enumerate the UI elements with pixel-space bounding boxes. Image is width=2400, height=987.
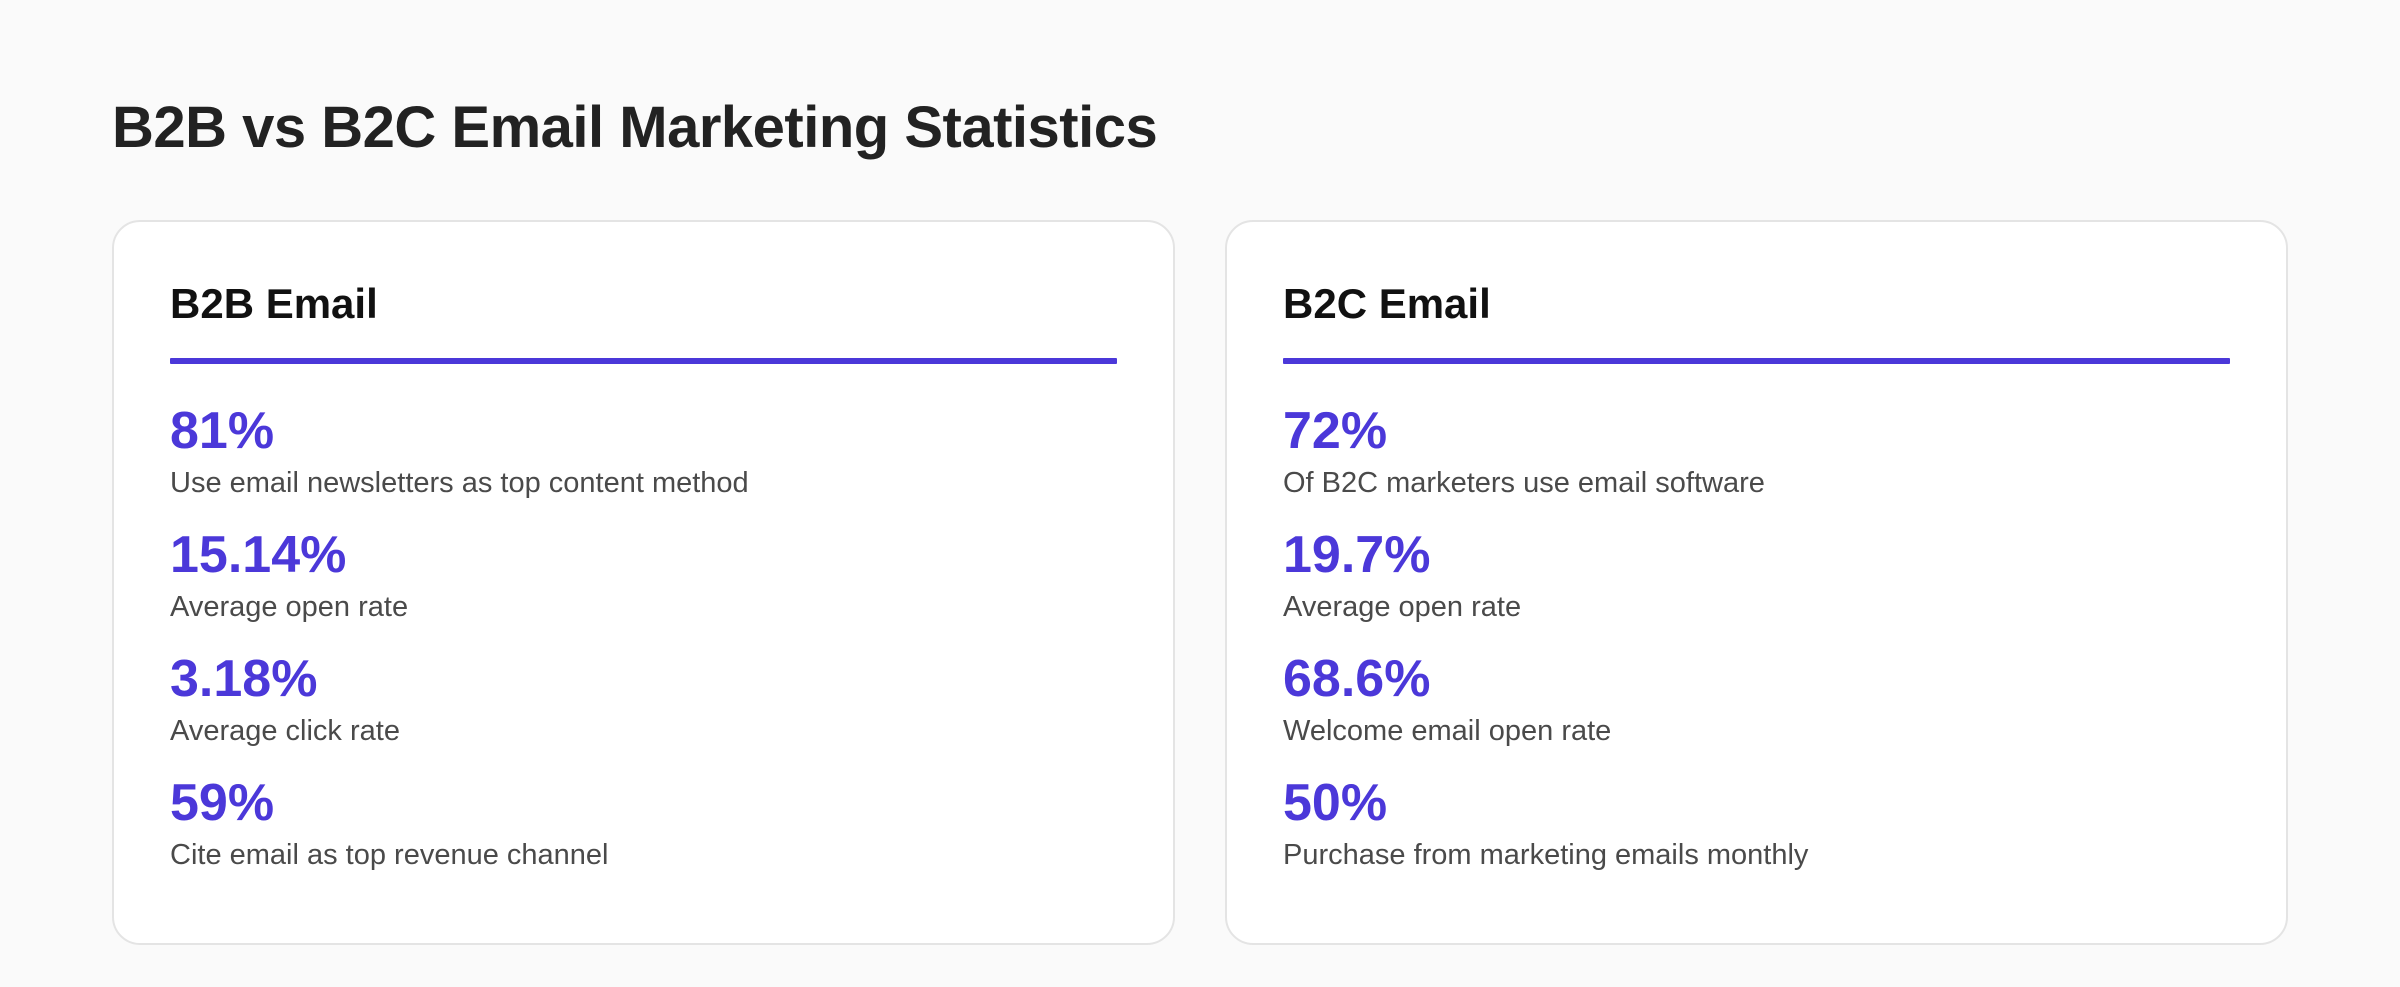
stat-value: 15.14% bbox=[170, 526, 347, 584]
stat-item: 81% Use email newsletters as top content… bbox=[170, 402, 1117, 526]
stat-value: 72% bbox=[1283, 402, 1388, 460]
b2c-email-card: B2C Email 72% Of B2C marketers use email… bbox=[1225, 220, 2288, 945]
stat-label: Purchase from marketing emails monthly bbox=[1283, 839, 1809, 871]
stat-list: 72% Of B2C marketers use email software … bbox=[1283, 402, 2230, 898]
stat-item: 19.7% Average open rate bbox=[1283, 526, 2230, 650]
stat-label: Of B2C marketers use email software bbox=[1283, 467, 1765, 499]
stat-item: 3.18% Average click rate bbox=[170, 650, 1117, 774]
stat-value: 68.6% bbox=[1283, 650, 1431, 708]
stat-value: 19.7% bbox=[1283, 526, 1431, 584]
card-divider bbox=[170, 358, 1117, 364]
stat-value: 81% bbox=[170, 402, 275, 460]
stats-card-grid: B2B Email 81% Use email newsletters as t… bbox=[112, 220, 2288, 945]
stat-value: 59% bbox=[170, 774, 275, 832]
b2b-email-card: B2B Email 81% Use email newsletters as t… bbox=[112, 220, 1175, 945]
card-divider bbox=[1283, 358, 2230, 364]
stat-item: 72% Of B2C marketers use email software bbox=[1283, 402, 2230, 526]
stat-item: 15.14% Average open rate bbox=[170, 526, 1117, 650]
stat-value: 50% bbox=[1283, 774, 1388, 832]
stat-label: Average open rate bbox=[170, 591, 409, 623]
stat-item: 59% Cite email as top revenue channel bbox=[170, 774, 1117, 898]
stat-label: Use email newsletters as top content met… bbox=[170, 467, 749, 499]
stat-item: 50% Purchase from marketing emails month… bbox=[1283, 774, 2230, 898]
card-title: B2C Email bbox=[1283, 280, 1491, 327]
stat-label: Cite email as top revenue channel bbox=[170, 839, 609, 871]
stat-list: 81% Use email newsletters as top content… bbox=[170, 402, 1117, 898]
stat-label: Welcome email open rate bbox=[1283, 715, 1612, 747]
stat-label: Average open rate bbox=[1283, 591, 1522, 623]
stat-item: 68.6% Welcome email open rate bbox=[1283, 650, 2230, 774]
stat-value: 3.18% bbox=[170, 650, 318, 708]
card-title: B2B Email bbox=[170, 280, 378, 327]
stat-label: Average click rate bbox=[170, 715, 400, 747]
page-title: B2B vs B2C Email Marketing Statistics bbox=[112, 95, 1158, 160]
